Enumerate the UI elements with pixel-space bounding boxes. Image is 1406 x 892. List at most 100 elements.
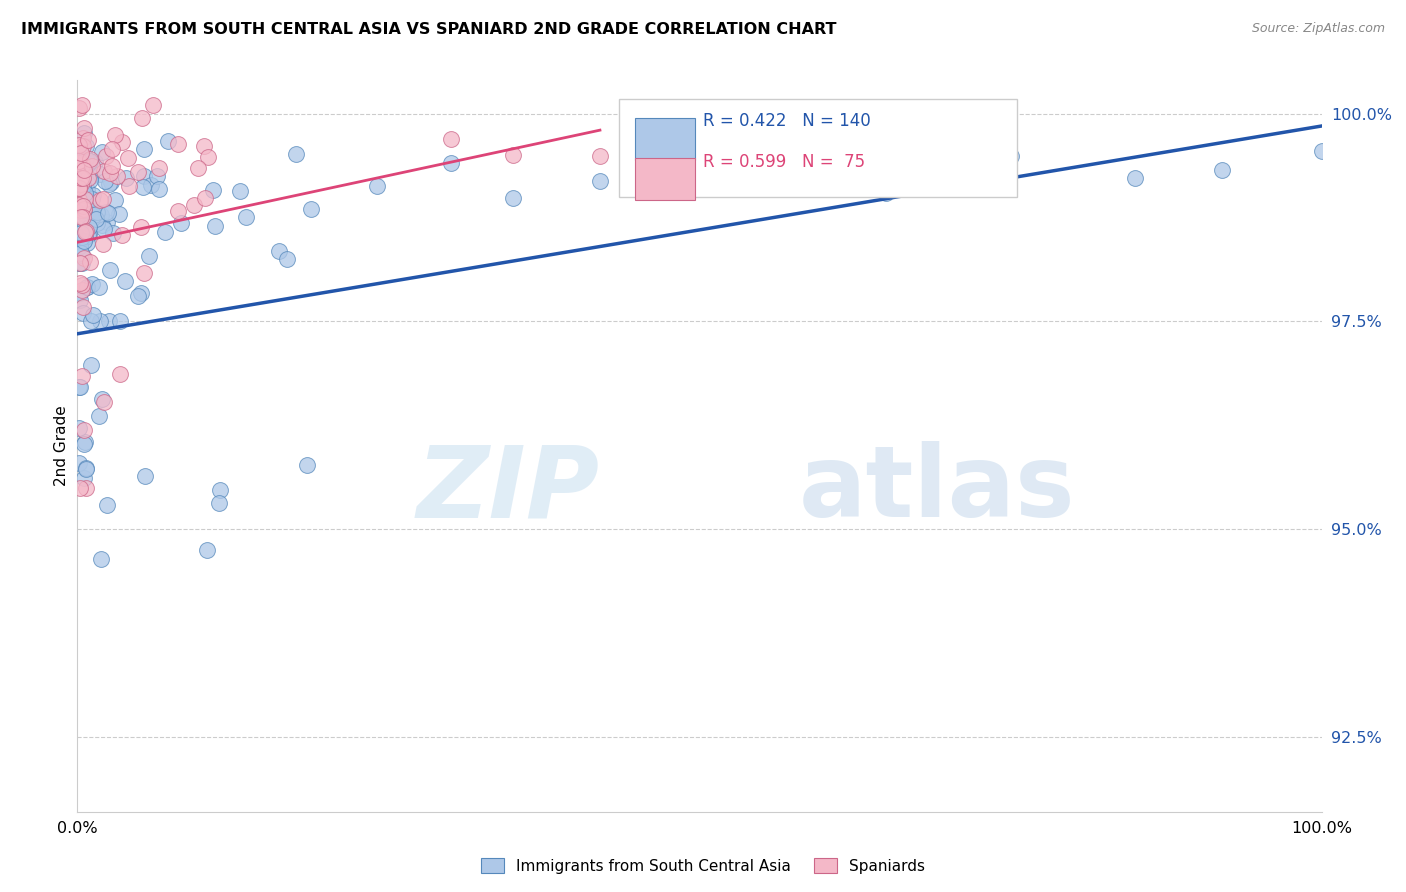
- Point: [82, 308, 104, 322]
- Point: [105, 169, 128, 183]
- Point: [169, 216, 191, 230]
- Point: [80, 314, 103, 328]
- Point: [75, 138, 97, 153]
- Point: [70, 278, 93, 293]
- Point: [94, 174, 117, 188]
- Point: [96, 215, 118, 229]
- Point: [100, 175, 122, 189]
- Point: [69, 380, 91, 394]
- Point: [111, 136, 134, 150]
- Point: [153, 225, 176, 239]
- Point: [69, 210, 91, 224]
- Point: [91, 192, 114, 206]
- Point: [195, 542, 218, 557]
- Point: [114, 274, 136, 288]
- Point: [101, 159, 124, 173]
- Point: [76, 280, 98, 294]
- Point: [132, 180, 155, 194]
- Point: [77, 227, 100, 242]
- Point: [1211, 163, 1233, 178]
- Point: [209, 483, 232, 498]
- Point: [69, 256, 91, 270]
- Point: [108, 207, 131, 221]
- Point: [138, 249, 160, 263]
- Point: [76, 201, 98, 215]
- Text: ZIP: ZIP: [418, 442, 600, 539]
- Point: [187, 161, 209, 175]
- Point: [72, 171, 94, 186]
- Point: [73, 230, 96, 244]
- Point: [80, 169, 103, 183]
- Point: [96, 205, 118, 219]
- Point: [89, 409, 111, 423]
- Point: [103, 227, 125, 241]
- Point: [297, 458, 319, 473]
- Point: [97, 314, 120, 328]
- Point: [75, 207, 97, 221]
- Point: [77, 132, 100, 146]
- Point: [117, 152, 139, 166]
- Point: [502, 192, 524, 206]
- Point: [69, 293, 91, 307]
- Point: [73, 126, 96, 140]
- Point: [73, 202, 96, 217]
- Point: [73, 436, 96, 450]
- Point: [70, 171, 93, 186]
- Point: [96, 149, 118, 163]
- Point: [67, 198, 90, 212]
- Point: [67, 193, 90, 207]
- Point: [79, 153, 101, 167]
- Point: [67, 181, 90, 195]
- Point: [156, 134, 179, 148]
- Point: [73, 202, 96, 217]
- Point: [86, 215, 108, 229]
- Point: [134, 469, 156, 483]
- Point: [79, 255, 101, 269]
- Point: [90, 552, 112, 566]
- Point: [229, 184, 252, 198]
- Point: [204, 219, 226, 233]
- Point: [193, 139, 215, 153]
- Point: [366, 179, 388, 194]
- Legend: Immigrants from South Central Asia, Spaniards: Immigrants from South Central Asia, Span…: [475, 852, 931, 880]
- Point: [90, 218, 112, 232]
- Point: [69, 256, 91, 270]
- Point: [440, 132, 463, 146]
- Text: R = 0.599   N =  75: R = 0.599 N = 75: [703, 153, 865, 171]
- Point: [79, 214, 101, 228]
- Point: [689, 135, 711, 149]
- Point: [69, 192, 91, 206]
- Point: [72, 305, 94, 319]
- Point: [70, 211, 93, 226]
- Point: [67, 181, 90, 195]
- Point: [67, 180, 90, 194]
- Point: [75, 188, 97, 202]
- Point: [90, 392, 112, 406]
- Point: [69, 202, 91, 216]
- Point: [67, 164, 90, 178]
- Point: [97, 206, 120, 220]
- Point: [276, 252, 298, 267]
- Point: [134, 142, 156, 156]
- Point: [235, 211, 257, 225]
- Point: [70, 284, 93, 298]
- Point: [72, 139, 94, 153]
- Point: [93, 164, 115, 178]
- Point: [73, 120, 96, 135]
- Point: [69, 153, 91, 167]
- Point: [93, 395, 115, 409]
- Point: [79, 154, 101, 169]
- Point: [589, 174, 612, 188]
- Point: [70, 145, 93, 160]
- Point: [77, 228, 100, 243]
- Point: [129, 219, 152, 234]
- Point: [67, 256, 90, 270]
- Point: [76, 235, 98, 250]
- Point: [269, 244, 291, 258]
- Point: [89, 314, 111, 328]
- FancyBboxPatch shape: [619, 99, 1017, 197]
- Point: [146, 169, 169, 184]
- Point: [75, 191, 97, 205]
- Point: [73, 470, 96, 484]
- Point: [197, 150, 219, 164]
